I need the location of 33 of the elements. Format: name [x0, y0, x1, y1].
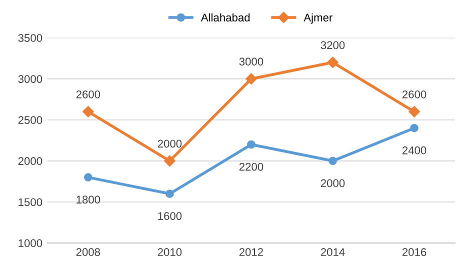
- y-tick-label: 1000: [18, 239, 42, 248]
- point: [246, 73, 257, 84]
- point: [166, 190, 174, 198]
- data-label: 2600: [402, 90, 426, 98]
- x-tick-label: 2012: [239, 248, 264, 256]
- x-tick-label: 2014: [320, 248, 345, 256]
- point: [247, 140, 256, 149]
- data-label: 3000: [239, 58, 264, 66]
- data-label: 1600: [158, 212, 182, 220]
- data-label: 1800: [76, 196, 100, 204]
- y-tick-label: 2500: [18, 116, 42, 124]
- x-tick-label: 2008: [76, 248, 100, 256]
- point: [82, 106, 94, 118]
- y-tick-label: 3000: [18, 75, 42, 83]
- data-label: 2000: [158, 140, 182, 148]
- point: [164, 155, 176, 167]
- legend-label: Allahabad: [200, 13, 250, 22]
- point: [328, 156, 337, 166]
- y-tick-label: 1500: [18, 198, 42, 206]
- point: [327, 56, 338, 68]
- data-label: 2400: [402, 146, 426, 154]
- point: [408, 106, 420, 118]
- data-label: 2600: [76, 90, 100, 98]
- x-tick-label: 2016: [402, 248, 426, 256]
- y-tick-label: 3500: [18, 34, 42, 42]
- data-label: 2000: [320, 179, 345, 188]
- y-tick-label: 2000: [18, 157, 42, 166]
- data-label: 2200: [239, 162, 264, 171]
- point: [84, 173, 92, 182]
- data-label: 3200: [320, 41, 345, 50]
- point: [410, 124, 418, 132]
- x-tick-label: 2010: [158, 248, 182, 256]
- legend-label: Ajmer: [304, 13, 332, 24]
